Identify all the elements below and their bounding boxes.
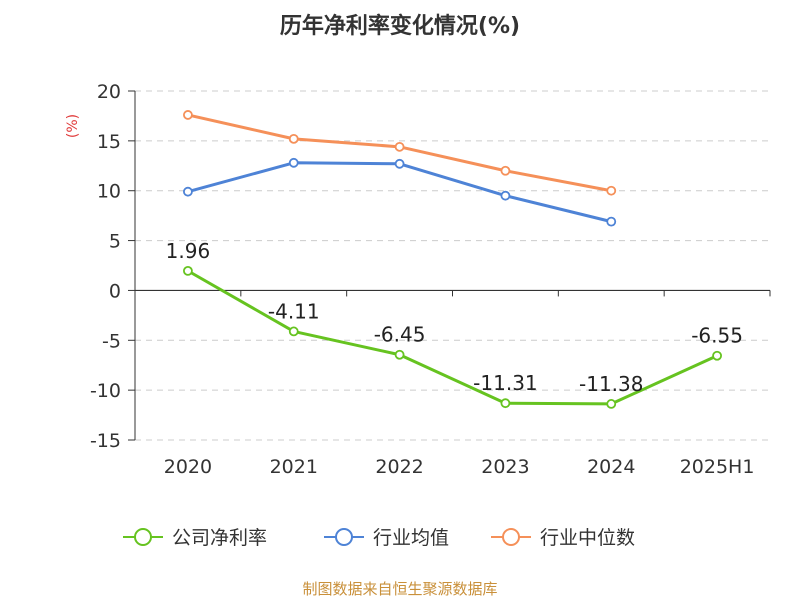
- source-note: 制图数据来自恒生聚源数据库: [302, 580, 497, 598]
- data-label: -6.55: [691, 324, 743, 348]
- x-tick-label: 2020: [164, 456, 212, 478]
- chart-title: 历年净利率变化情况(%): [280, 13, 520, 39]
- data-point: [606, 185, 617, 196]
- data-point: [500, 398, 511, 409]
- data-point: [606, 216, 617, 227]
- series-points: [183, 110, 722, 409]
- grid-lines: [128, 90, 770, 441]
- data-label: -11.38: [579, 372, 643, 396]
- legend-label: 行业均值: [373, 527, 449, 549]
- data-point: [288, 157, 299, 168]
- data-label: -6.45: [374, 323, 426, 347]
- data-point: [183, 186, 193, 197]
- legend-marker: [335, 528, 353, 546]
- y-tick-label: -10: [90, 380, 121, 402]
- x-tick-label: 2021: [270, 456, 318, 478]
- data-point: [288, 326, 299, 337]
- y-tick-label: 5: [109, 231, 121, 253]
- data-label: 1.96: [166, 239, 211, 263]
- legend: 公司净利率 行业均值 行业中位数: [123, 527, 635, 549]
- data-point: [183, 110, 193, 120]
- legend-marker: [502, 528, 520, 546]
- x-tick-label: 2022: [375, 456, 423, 478]
- data-label: -11.31: [473, 371, 537, 395]
- y-tick-label: -5: [102, 330, 121, 352]
- data-point: [712, 350, 722, 361]
- series-line-0: [187, 269, 718, 406]
- y-tick-label: 15: [97, 131, 121, 153]
- y-tick-label: 20: [97, 81, 121, 103]
- x-tick-label: 2023: [481, 456, 529, 478]
- x-tick-label: 2025H1: [680, 456, 755, 478]
- y-tick-label: -15: [90, 430, 121, 452]
- data-point: [606, 399, 617, 409]
- series-line-2: [187, 113, 612, 193]
- axes: [134, 91, 771, 440]
- data-labels: 1.96 -4.11 -6.45 -11.31 -11.38 -6.55: [166, 239, 743, 396]
- y-tick-label: 0: [109, 280, 121, 302]
- data-point: [500, 165, 511, 176]
- data-label: -4.11: [268, 299, 320, 323]
- y-tick-label: 10: [97, 181, 121, 203]
- data-point: [394, 158, 405, 169]
- y-axis-unit: (%): [65, 114, 81, 138]
- series-lines: [187, 113, 718, 406]
- x-tick-label: 2024: [587, 456, 635, 478]
- legend-marker: [134, 528, 152, 546]
- data-point: [500, 190, 511, 201]
- data-point: [394, 141, 405, 152]
- data-point: [288, 133, 299, 144]
- tick-labels: 20 15 10 5 0 -5 -10 -15 2020 2021 2022 2023 2024 2025…: [90, 81, 754, 478]
- data-point: [394, 349, 405, 360]
- series-line-1: [187, 161, 612, 224]
- legend-label: 行业中位数: [540, 527, 635, 549]
- legend-label: 公司净利率: [172, 527, 267, 549]
- data-point: [183, 265, 193, 276]
